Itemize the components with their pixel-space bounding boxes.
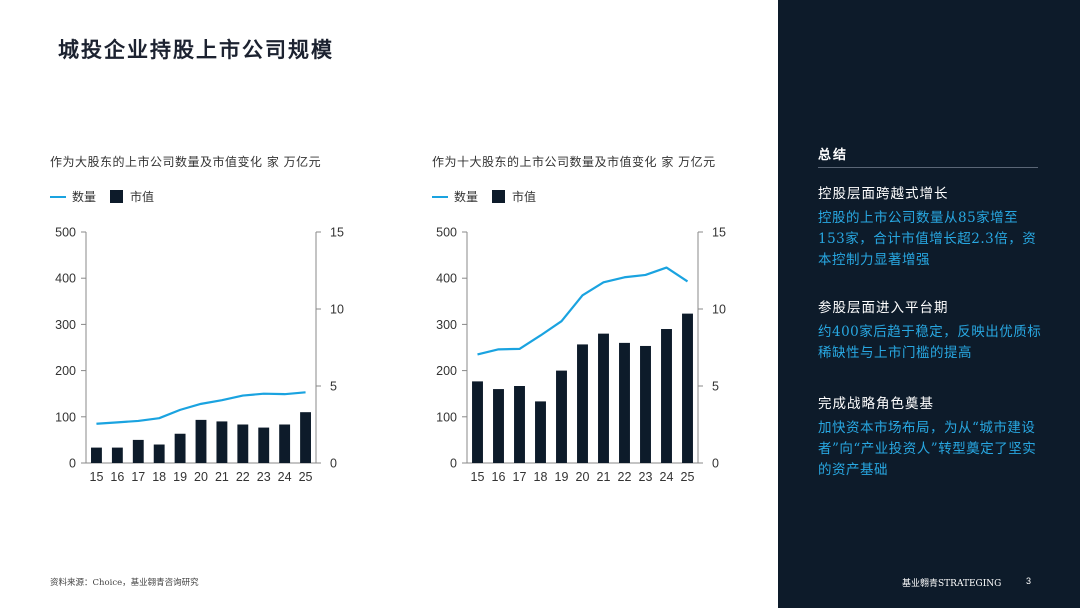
summary-point-body: 加快资本市场布局，为从“城市建设者”向“产业投资人”转型奠定了坚实的资产基础 (818, 420, 1037, 478)
summary-point-body: 控股的上市公司数量从85家增至153家，合计市值增长超2.3倍，资本控制力显著增… (818, 210, 1037, 268)
x-tick-label: 24 (660, 470, 674, 484)
y-left-tick-label: 100 (55, 410, 76, 424)
chart-2-legend: 数量 市值 (432, 188, 536, 205)
y-right-tick-label: 15 (712, 226, 726, 240)
x-tick-label: 22 (618, 470, 632, 484)
bar (132, 439, 144, 463)
x-tick-label: 19 (173, 470, 187, 484)
bar (577, 344, 588, 463)
y-right-tick-label: 5 (712, 380, 719, 394)
bar (514, 386, 525, 463)
main-panel: 城投企业持股上市公司规模 作为大股东的上市公司数量及市值变化 家 万亿元 数量 … (50, 37, 726, 588)
bar (556, 370, 567, 463)
x-tick-label: 16 (492, 470, 506, 484)
bar (472, 381, 483, 463)
y-left-tick-label: 300 (436, 318, 457, 332)
bar (619, 342, 630, 463)
bar (258, 427, 270, 463)
bar (111, 447, 123, 463)
chart-2: 0 100 200 300 400 500 0 5 10 15 15 16 17 18 19 20 21 22 23… (436, 226, 726, 485)
summary-sidebar: 总结 控股层面跨越式增长 控股的上市公司数量从85家增至153家，合计市值增长超… (778, 0, 1080, 608)
legend-bar-swatch (492, 190, 506, 203)
x-tick-label: 24 (278, 470, 292, 484)
bar (493, 389, 504, 463)
chart-2-title: 作为十大股东的上市公司数量及市值变化 家 万亿元 (432, 155, 716, 169)
y-right-tick-label: 10 (712, 303, 726, 317)
page-number: 3 (1026, 576, 1032, 586)
x-tick-label: 17 (131, 470, 145, 484)
x-tick-label: 15 (471, 470, 485, 484)
x-tick-label: 18 (152, 470, 166, 484)
summary-heading: 总结 (818, 148, 849, 163)
legend-line-swatch (50, 195, 66, 198)
bar (195, 419, 207, 463)
x-tick-label: 18 (534, 470, 548, 484)
page-title: 城投企业持股上市公司规模 (58, 37, 334, 62)
y-right-tick-label: 0 (712, 457, 719, 471)
bar (174, 433, 186, 463)
y-left-tick-label: 100 (436, 410, 457, 424)
series-line (477, 266, 689, 356)
y-right-tick-label: 15 (330, 226, 344, 240)
summary-point-title: 控股层面跨越式增长 (818, 186, 949, 202)
y-right-tick-label: 0 (330, 457, 337, 471)
summary-point-title: 完成战略角色奠基 (818, 396, 934, 412)
bar (153, 444, 165, 463)
y-right-tick-label: 10 (330, 303, 344, 317)
legend-line-swatch (432, 195, 448, 198)
x-tick-label: 20 (576, 470, 590, 484)
bar (598, 333, 609, 463)
bar (535, 401, 546, 463)
x-tick-label: 25 (299, 470, 313, 484)
legend-bar-label: 市值 (130, 190, 155, 204)
summary-divider (818, 167, 1038, 168)
legend-line-label: 数量 (454, 190, 479, 204)
summary-point-2: 参股层面进入平台期 约400家后趋于稳定，反映出优质标稀缺性与上市门槛的提高 (818, 296, 1043, 364)
chart-1: 0 100 200 300 400 500 0 5 10 15 15 16 17 18 19 20 21 22 23… (55, 226, 344, 485)
summary-point-body: 约400家后趋于稳定，反映出优质标稀缺性与上市门槛的提高 (818, 324, 1042, 361)
summary-point-1: 控股层面跨越式增长 控股的上市公司数量从85家增至153家，合计市值增长超2.3… (818, 182, 1043, 271)
summary-point-title: 参股层面进入平台期 (818, 300, 949, 316)
y-left-tick-label: 500 (436, 226, 457, 240)
x-tick-label: 25 (681, 470, 695, 484)
bar (91, 447, 102, 463)
legend-bar-label: 市值 (512, 190, 537, 204)
y-right-tick-label: 5 (330, 380, 337, 394)
x-tick-label: 19 (555, 470, 569, 484)
bar (661, 329, 672, 463)
legend-bar-swatch (110, 190, 124, 203)
brand-label: 基业翱青STRATEGING (902, 579, 1002, 589)
x-tick-label: 23 (639, 470, 653, 484)
x-tick-label: 17 (513, 470, 527, 484)
x-tick-label: 21 (215, 470, 229, 484)
y-left-tick-label: 400 (436, 272, 457, 286)
bar (279, 424, 291, 463)
bar (682, 313, 693, 463)
x-tick-label: 23 (257, 470, 271, 484)
y-left-tick-label: 0 (450, 457, 457, 471)
y-left-tick-label: 0 (69, 457, 76, 471)
x-tick-label: 16 (110, 470, 124, 484)
x-tick-label: 22 (236, 470, 250, 484)
x-tick-label: 15 (90, 470, 104, 484)
y-left-tick-label: 500 (55, 226, 76, 240)
source-note: 资料来源：Choice，基业翱青咨询研究 (50, 578, 199, 588)
chart-1-title: 作为大股东的上市公司数量及市值变化 家 万亿元 (50, 155, 322, 169)
y-left-tick-label: 200 (436, 364, 457, 378)
bar (640, 345, 651, 463)
bar (300, 412, 311, 463)
y-left-tick-label: 200 (55, 364, 76, 378)
bar (237, 424, 249, 463)
legend-line-label: 数量 (72, 190, 97, 204)
y-left-tick-label: 300 (55, 318, 76, 332)
x-tick-label: 20 (194, 470, 208, 484)
y-left-tick-label: 400 (55, 272, 76, 286)
x-tick-label: 21 (597, 470, 611, 484)
chart-1-legend: 数量 市值 (50, 188, 154, 205)
summary-point-3: 完成战略角色奠基 加快资本市场布局，为从“城市建设者”向“产业投资人”转型奠定了… (818, 392, 1043, 481)
bar (216, 421, 228, 463)
